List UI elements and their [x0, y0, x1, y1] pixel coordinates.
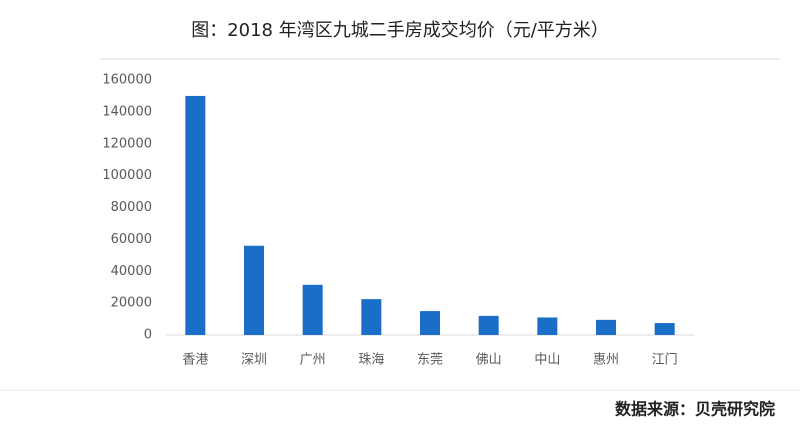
bar: [654, 323, 675, 335]
bar: [302, 284, 323, 335]
x-tick-label: 东莞: [417, 353, 443, 368]
x-tick-label: 珠海: [358, 353, 384, 368]
bar: [420, 311, 440, 335]
bar: [361, 299, 382, 335]
y-tick-label: 120000: [102, 136, 152, 151]
bar: [478, 315, 499, 335]
y-tick-label: 0: [144, 328, 152, 343]
x-tick-label: 江门: [652, 353, 678, 368]
y-tick-label: 80000: [111, 200, 152, 215]
y-tick-label: 60000: [111, 232, 152, 247]
x-tick-label: 中山: [534, 353, 560, 368]
bar: [537, 317, 558, 335]
y-tick-label: 140000: [102, 104, 152, 119]
x-tick-label: 香港: [182, 353, 208, 368]
x-tick-label: 深圳: [241, 353, 267, 368]
bar: [185, 95, 206, 335]
bar: [596, 319, 616, 335]
source-note: 数据来源：贝壳研究院: [615, 400, 775, 419]
bar: [244, 245, 264, 335]
y-tick-label: 160000: [102, 73, 152, 88]
x-tick-label: 广州: [300, 353, 326, 368]
chart-title: 图：2018 年湾区九城二手房成交均价（元/平方米）: [191, 20, 609, 41]
y-tick-label: 40000: [111, 264, 152, 279]
y-tick-label: 20000: [111, 296, 152, 311]
y-tick-label: 100000: [102, 168, 152, 183]
x-tick-label: 惠州: [593, 353, 619, 368]
x-tick-label: 佛山: [476, 353, 502, 368]
